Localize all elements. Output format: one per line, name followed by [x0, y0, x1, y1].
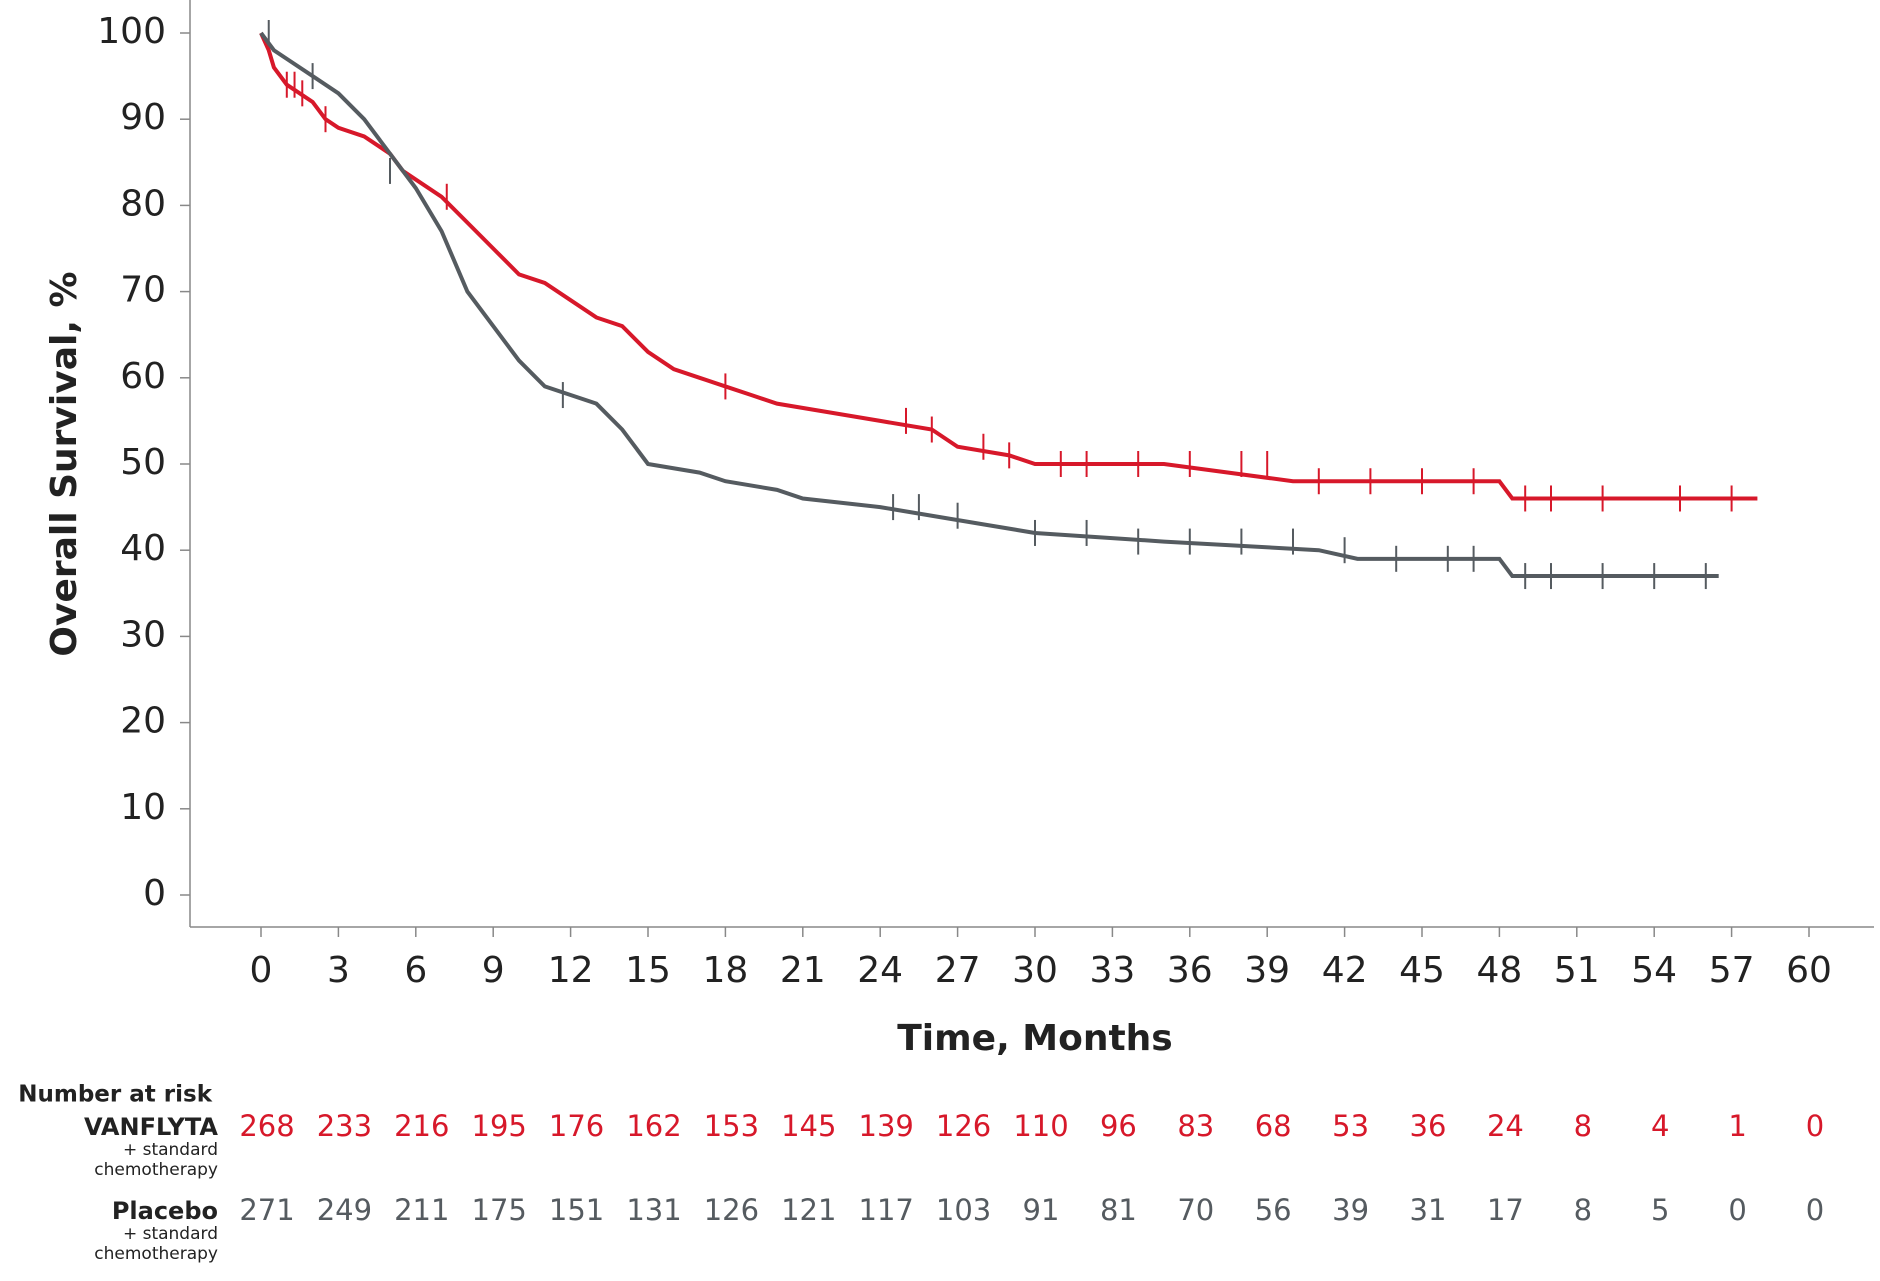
- at-risk-count: 4: [1651, 1109, 1669, 1143]
- risk-row-sublabel: + standard chemotherapy: [94, 1140, 218, 1180]
- at-risk-count: 39: [1332, 1193, 1369, 1227]
- at-risk-count: 153: [704, 1109, 759, 1143]
- y-tick-label: 100: [97, 11, 166, 52]
- x-tick-label: 42: [1322, 950, 1368, 991]
- y-tick-label: 60: [120, 356, 166, 397]
- at-risk-count: 8: [1574, 1109, 1592, 1143]
- at-risk-count: 110: [1013, 1109, 1068, 1143]
- x-tick-label: 36: [1167, 950, 1213, 991]
- risk-row-label: Placebo: [112, 1197, 218, 1225]
- x-tick-label: 21: [780, 950, 826, 991]
- at-risk-count: 1: [1728, 1109, 1746, 1143]
- at-risk-count: 31: [1410, 1193, 1447, 1227]
- at-risk-count: 0: [1806, 1109, 1824, 1143]
- survival-curve: [259, 31, 1719, 579]
- x-tick-label: 30: [1012, 950, 1058, 991]
- x-tick-label: 51: [1554, 950, 1600, 991]
- at-risk-count: 126: [704, 1193, 759, 1227]
- y-tick-label: 20: [120, 701, 166, 742]
- y-tick-label: 0: [143, 873, 166, 914]
- y-tick-label: 50: [120, 442, 166, 483]
- y-tick-label: 70: [120, 270, 166, 311]
- at-risk-count: 68: [1255, 1109, 1292, 1143]
- at-risk-count: 211: [394, 1193, 449, 1227]
- at-risk-count: 121: [781, 1193, 836, 1227]
- at-risk-count: 103: [936, 1193, 991, 1227]
- x-tick-label: 54: [1631, 950, 1677, 991]
- x-tick-label: 3: [327, 950, 350, 991]
- x-tick-label: 0: [250, 950, 273, 991]
- at-risk-count: 5: [1651, 1193, 1669, 1227]
- at-risk-count: 53: [1332, 1109, 1369, 1143]
- at-risk-count: 24: [1487, 1109, 1524, 1143]
- x-tick-label: 57: [1709, 950, 1755, 991]
- x-tick-label: 15: [625, 950, 671, 991]
- survival-curve: [259, 32, 1758, 501]
- at-risk-count: 176: [549, 1109, 604, 1143]
- at-risk-count: 271: [239, 1193, 294, 1227]
- at-risk-count: 36: [1410, 1109, 1447, 1143]
- at-risk-count: 175: [472, 1193, 527, 1227]
- at-risk-count: 249: [317, 1193, 372, 1227]
- x-tick-label: 27: [935, 950, 981, 991]
- x-tick-label: 18: [702, 950, 748, 991]
- x-tick-label: 6: [404, 950, 427, 991]
- at-risk-count: 17: [1487, 1193, 1524, 1227]
- at-risk-count: 81: [1100, 1193, 1137, 1227]
- at-risk-count: 8: [1574, 1193, 1592, 1227]
- x-tick-label: 48: [1476, 950, 1522, 991]
- risk-row-sublabel: + standard chemotherapy: [94, 1224, 218, 1264]
- at-risk-count: 162: [626, 1109, 681, 1143]
- y-tick-label: 30: [120, 614, 166, 655]
- risk-row-label: VANFLYTA: [84, 1113, 218, 1141]
- at-risk-count: 96: [1100, 1109, 1137, 1143]
- at-risk-count: 70: [1177, 1193, 1214, 1227]
- x-tick-label: 33: [1089, 950, 1135, 991]
- x-tick-label: 39: [1244, 950, 1290, 991]
- y-tick-label: 90: [120, 97, 166, 138]
- at-risk-count: 195: [472, 1109, 527, 1143]
- at-risk-count: 91: [1023, 1193, 1060, 1227]
- at-risk-count: 83: [1177, 1109, 1214, 1143]
- x-tick-label: 45: [1399, 950, 1445, 991]
- at-risk-count: 131: [626, 1193, 681, 1227]
- at-risk-count: 117: [859, 1193, 914, 1227]
- at-risk-count: 216: [394, 1109, 449, 1143]
- at-risk-count: 0: [1806, 1193, 1824, 1227]
- at-risk-count: 0: [1728, 1193, 1746, 1227]
- x-tick-label: 12: [548, 950, 594, 991]
- x-axis-title: Time, Months: [897, 1018, 1172, 1059]
- at-risk-count: 145: [781, 1109, 836, 1143]
- y-tick-label: 40: [120, 528, 166, 569]
- at-risk-count: 139: [859, 1109, 914, 1143]
- y-tick-label: 80: [120, 183, 166, 224]
- at-risk-count: 268: [239, 1109, 294, 1143]
- at-risk-count: 126: [936, 1109, 991, 1143]
- x-tick-label: 60: [1786, 950, 1832, 991]
- at-risk-count: 56: [1255, 1193, 1292, 1227]
- y-tick-label: 10: [120, 787, 166, 828]
- at-risk-title: Number at risk: [18, 1082, 212, 1108]
- y-axis-title: Overall Survival, %: [44, 271, 85, 656]
- at-risk-count: 233: [317, 1109, 372, 1143]
- x-tick-label: 9: [482, 950, 505, 991]
- at-risk-count: 151: [549, 1193, 604, 1227]
- x-tick-label: 24: [857, 950, 903, 991]
